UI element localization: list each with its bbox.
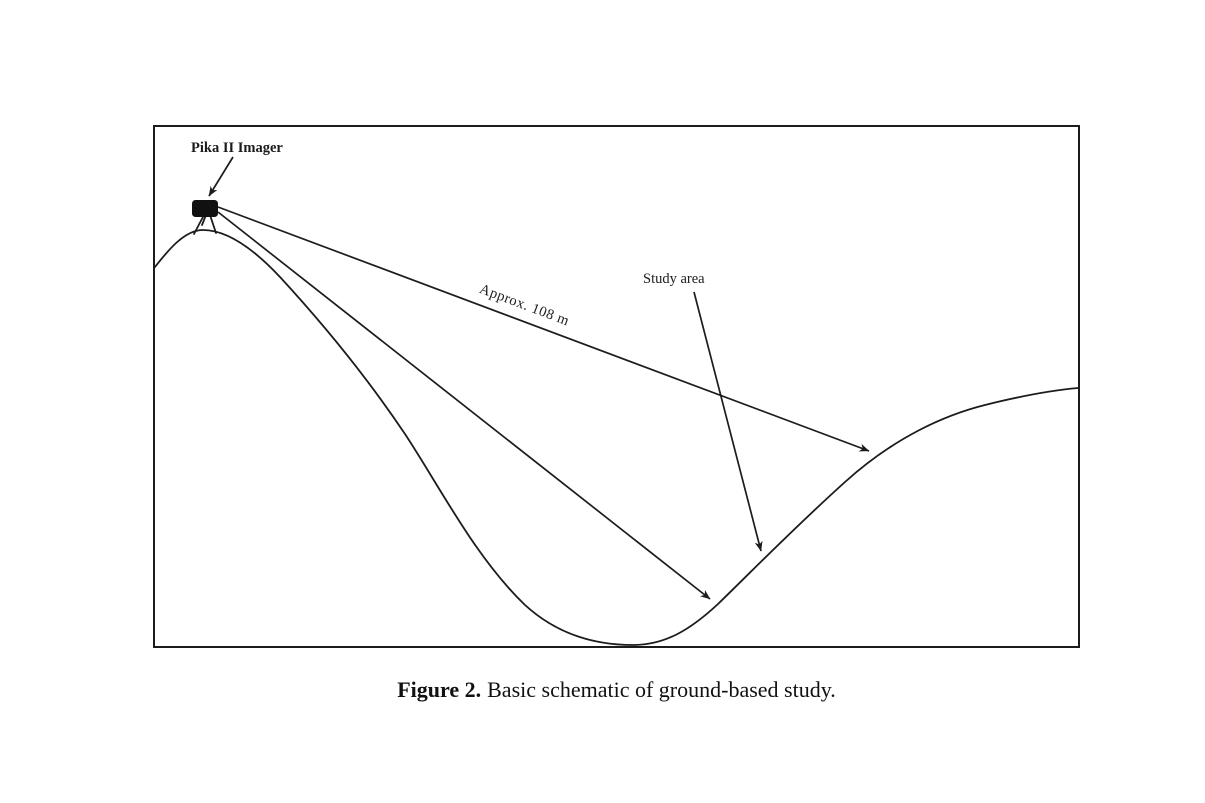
distance-line-108m bbox=[217, 206, 870, 452]
study-area-arrow bbox=[693, 291, 763, 552]
imager-camera-shape bbox=[192, 200, 218, 217]
schematic-svg: Pika II Imager Approx. 108 m Study area bbox=[155, 140, 1078, 646]
imager-label-arrow bbox=[208, 156, 234, 197]
figure-caption-text: Basic schematic of ground-based study. bbox=[487, 677, 836, 702]
terrain-curve bbox=[155, 229, 1078, 646]
diagram-canvas: Pika II Imager Approx. 108 m Study area bbox=[153, 125, 1080, 648]
figure-caption: Figure 2. Basic schematic of ground-based… bbox=[153, 676, 1080, 704]
study-area-label: Study area bbox=[643, 271, 705, 287]
scan-line bbox=[217, 211, 711, 600]
imager-label: Pika II Imager bbox=[191, 140, 283, 156]
figure-caption-tag: Figure 2. bbox=[397, 677, 482, 702]
